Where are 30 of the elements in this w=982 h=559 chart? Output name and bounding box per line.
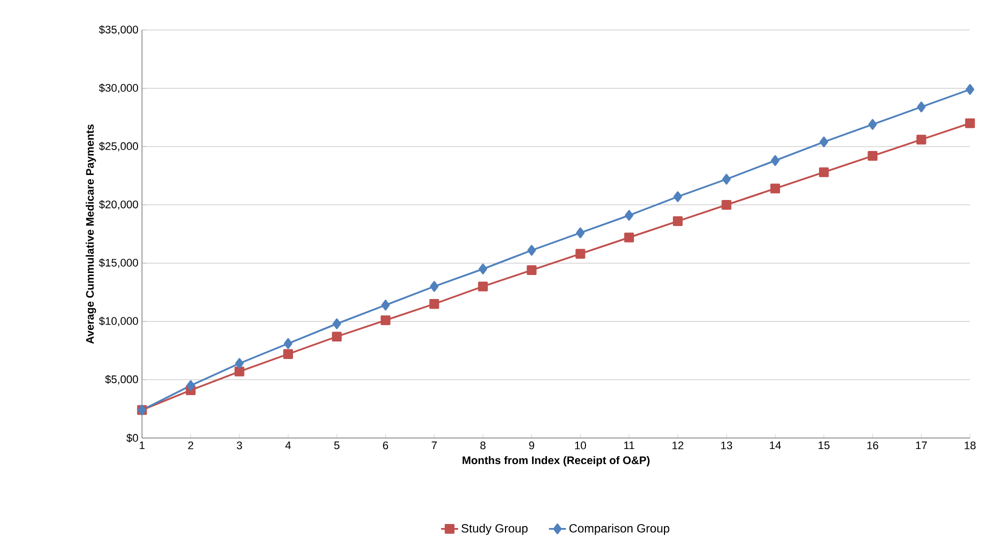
y-tick-label: $10,000 (98, 316, 138, 326)
x-tick-label: 1 (140, 442, 145, 450)
y-tick-label: $35,000 (98, 25, 138, 35)
x-axis-title: Months from Index (Receipt of O&P) (462, 456, 650, 466)
x-tick-label: 5 (334, 442, 340, 450)
x-tick-label: 14 (770, 442, 781, 450)
x-tick-label: 9 (529, 442, 534, 450)
x-tick-label: 10 (575, 442, 586, 450)
legend-label: Study Group (462, 524, 528, 535)
y-tick-label: $25,000 (98, 142, 138, 152)
x-tick-label: 16 (867, 442, 878, 450)
x-tick-label: 15 (818, 442, 830, 450)
x-tick-label: 7 (432, 442, 437, 450)
y-tick-label: $30,000 (98, 84, 138, 94)
y-tick-label: $0 (126, 434, 138, 442)
x-tick-label: 8 (480, 442, 486, 450)
x-tick-label: 13 (721, 442, 732, 450)
x-tick-label: 11 (624, 442, 634, 450)
x-tick-label: 12 (672, 442, 684, 450)
x-tick-label: 4 (285, 442, 291, 450)
x-tick-label: 18 (964, 442, 976, 450)
y-tick-label: $20,000 (98, 200, 138, 210)
y-axis-title: Average Cummulative Medicare Payments (86, 124, 96, 344)
x-tick-label: 6 (383, 442, 388, 450)
x-tick-label: 2 (188, 442, 194, 450)
x-tick-label: 3 (236, 442, 242, 450)
x-tick-label: 17 (916, 442, 927, 450)
y-tick-label: $15,000 (98, 258, 138, 268)
y-tick-label: $5,000 (105, 374, 138, 384)
legend-label: Comparison Group (569, 524, 670, 535)
